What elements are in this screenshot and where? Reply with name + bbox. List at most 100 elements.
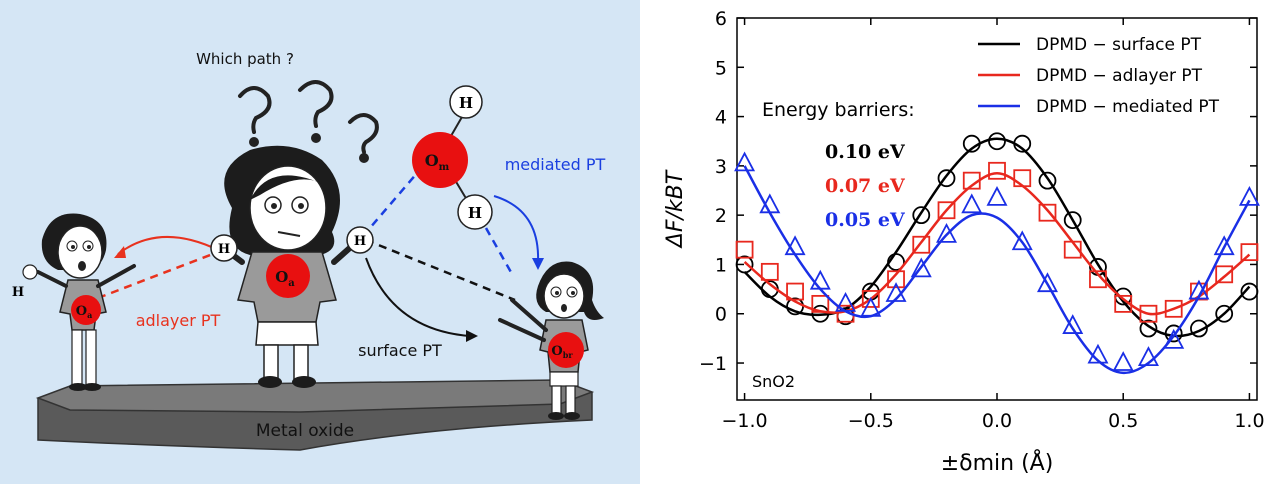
svg-text:Om: Om xyxy=(425,151,450,173)
data-point-square xyxy=(1114,294,1133,313)
atom-h-top: H xyxy=(449,85,483,119)
surface-arrow-head xyxy=(466,330,478,342)
mediated-arrow xyxy=(493,195,540,263)
x-tick-label: −0.5 xyxy=(848,410,894,432)
data-point-triangle xyxy=(1188,279,1210,300)
atom-h-left-hand: H xyxy=(210,234,238,262)
surface-dashed xyxy=(365,238,516,302)
legend-label: DPMD − mediated PT xyxy=(1036,97,1220,117)
svg-text:Obr: Obr xyxy=(551,344,573,360)
y-tick-label: 3 xyxy=(715,156,727,178)
data-point-circle xyxy=(887,253,905,271)
svg-text:H: H xyxy=(218,242,230,257)
mediated-dashed-1 xyxy=(362,171,419,237)
data-point-square xyxy=(735,240,754,259)
left-kid xyxy=(22,213,136,391)
data-point-square xyxy=(1038,203,1057,222)
data-point-triangle xyxy=(835,291,857,312)
data-point-square xyxy=(1089,270,1107,289)
platform-label: Metal oxide xyxy=(256,421,354,441)
data-point-triangle xyxy=(1036,272,1058,293)
barrier-value-triangle: 0.05 eV xyxy=(825,209,906,231)
energy-barriers-title: Energy barriers: xyxy=(762,99,915,121)
svg-text:Oa: Oa xyxy=(275,268,295,289)
data-point-circle xyxy=(988,132,1006,151)
data-point-square xyxy=(1013,169,1032,188)
data-point-square xyxy=(1063,240,1082,259)
data-point-circle xyxy=(1190,319,1208,338)
data-point-triangle xyxy=(1011,230,1033,251)
atom-oa-left: Oa xyxy=(71,295,101,325)
svg-text:H: H xyxy=(459,94,473,112)
svg-text:Oa: Oa xyxy=(76,304,93,320)
data-point-triangle xyxy=(1163,328,1185,349)
path-illustration: Metal oxide Which path ? H Om H adlayer … xyxy=(0,0,640,484)
y-axis-label: ΔF/kBT xyxy=(663,169,688,249)
data-point-circle xyxy=(735,255,754,274)
barrier-value-circle: 0.10 eV xyxy=(825,141,906,163)
y-tick-label: 1 xyxy=(715,254,727,276)
question-marks xyxy=(238,80,379,163)
adlayer-arrow xyxy=(117,235,219,255)
mediated-arrow-head xyxy=(532,258,544,270)
data-point-triangle xyxy=(1112,351,1134,371)
x-axis-label: ±δmin (Å) xyxy=(941,449,1054,476)
data-point-triangle xyxy=(1062,314,1084,334)
surface-path-label: surface PT xyxy=(358,341,442,360)
adlayer-arrow-head xyxy=(114,246,126,258)
x-tick-label: 1.0 xyxy=(1234,410,1264,432)
data-point-square xyxy=(988,161,1006,180)
data-point-circle xyxy=(1215,304,1234,323)
data-point-square xyxy=(861,290,880,308)
legend-label: DPMD − surface PT xyxy=(1036,35,1202,55)
atom-obr-right: Obr xyxy=(548,332,584,368)
data-point-circle xyxy=(1013,134,1032,153)
surface-arrow xyxy=(365,257,471,337)
y-tick-label: 0 xyxy=(715,304,727,326)
x-tick-label: 0.0 xyxy=(982,410,1012,432)
data-point-circle xyxy=(1240,282,1259,301)
y-tick-label: 4 xyxy=(715,107,727,129)
data-point-square xyxy=(912,235,931,254)
metal-oxide-platform xyxy=(35,379,595,451)
svg-text:H: H xyxy=(354,234,366,249)
adlayer-dashed xyxy=(97,250,219,300)
data-point-square xyxy=(1139,304,1158,323)
data-point-square xyxy=(1240,243,1259,262)
data-point-square xyxy=(811,294,830,313)
data-point-square xyxy=(1190,282,1208,301)
data-point-circle xyxy=(1038,171,1057,190)
atom-om: Om xyxy=(412,132,468,188)
svg-text:H: H xyxy=(468,204,482,222)
data-point-triangle xyxy=(1238,185,1260,206)
data-point-circle xyxy=(1164,324,1183,343)
data-point-triangle xyxy=(936,222,958,243)
x-tick-label: −1.0 xyxy=(722,410,768,432)
data-point-triangle xyxy=(986,185,1008,206)
barrier-value-square: 0.07 eV xyxy=(825,175,906,197)
question-text: Which path ? xyxy=(196,50,294,68)
adlayer-path-label: adlayer PT xyxy=(136,311,221,330)
data-point-square xyxy=(786,282,804,301)
right-kid xyxy=(498,261,604,420)
data-point-square xyxy=(1164,299,1183,318)
material-label: SnO2 xyxy=(752,372,795,391)
data-point-triangle xyxy=(1087,343,1109,364)
y-tick-label: −1 xyxy=(699,353,727,375)
data-point-triangle xyxy=(910,257,932,278)
mediated-dashed-2 xyxy=(484,227,514,275)
atom-oa-central: Oa xyxy=(266,254,310,298)
data-point-circle xyxy=(1139,319,1158,338)
y-tick-label: 6 xyxy=(715,8,727,30)
data-point-circle xyxy=(811,304,830,323)
atom-h-right-hand: H xyxy=(346,226,374,254)
data-point-triangle xyxy=(1137,346,1159,367)
y-tick-label: 2 xyxy=(715,205,727,227)
atom-h-mid: H xyxy=(457,194,493,230)
data-point-triangle xyxy=(961,193,983,214)
data-point-circle xyxy=(1063,211,1082,229)
data-point-circle xyxy=(937,169,956,188)
data-point-square xyxy=(760,262,779,281)
data-point-square xyxy=(962,171,981,190)
legend: DPMD − surface PT DPMD − adlayer PT DPMD −… xyxy=(978,35,1220,117)
